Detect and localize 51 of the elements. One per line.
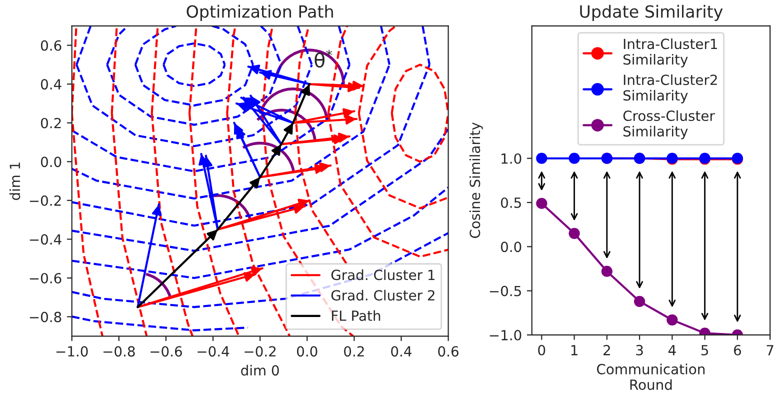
y-tick-label: 0.0 [40, 156, 62, 168]
y-axis-title: dim 1 [9, 162, 20, 200]
y-tick-label: −0.8 [30, 312, 62, 322]
x-tick-label: −0.8 [104, 346, 135, 357]
y-tick-label: −0.4 [30, 234, 62, 245]
x-tick-label: 6 [734, 344, 741, 356]
y-tick-label: −1.0 [490, 330, 522, 340]
x-tick-label: −0.2 [244, 346, 276, 357]
y-tick-label: −0.6 [30, 272, 62, 284]
x-tick-label: −0.6 [150, 346, 182, 357]
y-tick-label: 0.0 [500, 242, 522, 252]
point [634, 296, 646, 307]
point [536, 152, 548, 164]
line-series [72, 316, 249, 332]
x-tick-label: −0.4 [198, 346, 230, 357]
legend-label: FL Path [332, 310, 380, 321]
y-tick-label: −0.5 [490, 286, 521, 296]
y-tick-label: 1.0 [502, 153, 522, 164]
x-tick-label: 0.2 [344, 346, 364, 357]
point [536, 198, 548, 209]
point [666, 314, 678, 326]
y-tick-label: 0.2 [40, 118, 61, 128]
x-tick-label: 7 [766, 345, 774, 356]
chart-title: Update Similarity [580, 4, 723, 22]
x-tick-label: 0.6 [438, 346, 458, 357]
legend-label: Intra-Cluster2 Similarity [623, 74, 717, 104]
x-tick-label: 3 [636, 344, 643, 356]
x-tick-label: −1.0 [56, 346, 88, 357]
point [601, 266, 612, 277]
y-tick-label: 0.5 [500, 197, 521, 208]
x-tick-label: 5 [701, 345, 708, 356]
legend-label: Cross-Cluster Similarity [623, 110, 715, 140]
point [568, 228, 580, 239]
annotation: θ$^{*}$ [314, 50, 332, 68]
legend-label: Grad. Cluster 1 [331, 269, 435, 280]
x-tick-label: 0 [538, 344, 546, 356]
legend-label: Intra-Cluster1 Similarity [623, 38, 717, 68]
x-tick-label: 1 [571, 345, 578, 356]
y-tick-label: 0.4 [40, 79, 62, 90]
y-tick-label: 0.6 [40, 40, 62, 51]
y-tick-label: −0.2 [30, 195, 61, 206]
x-tick-label: 0.4 [391, 346, 412, 357]
chart-title: Optimization Path [186, 4, 333, 22]
x-tick-label: 2 [604, 344, 610, 356]
x-tick-label: 0.0 [297, 346, 318, 357]
x-axis-title: Communication Round [597, 364, 705, 390]
x-tick-label: 4 [668, 345, 676, 356]
x-axis-title: dim 0 [241, 364, 279, 376]
legend-label: Grad. Cluster 2 [331, 290, 434, 301]
point [568, 152, 580, 164]
y-axis-title: Cosine Similarity [469, 122, 483, 238]
